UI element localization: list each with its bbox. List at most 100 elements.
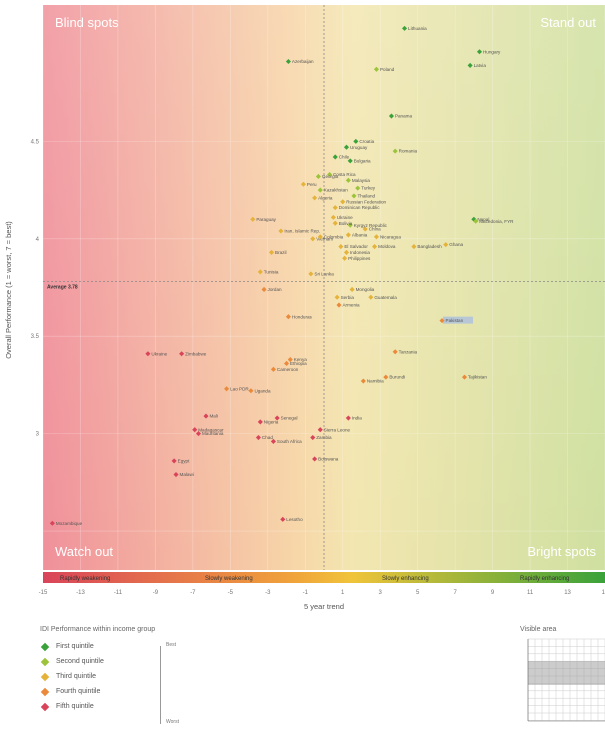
data-point[interactable]: Bolivia (332, 220, 353, 226)
legend-item-second-quintile[interactable]: Second quintile (40, 654, 300, 669)
point-marker (383, 374, 389, 380)
data-point[interactable]: China (362, 226, 381, 232)
data-point[interactable]: India (345, 415, 362, 421)
point-label: Mali (209, 414, 217, 419)
x-tick-label: -7 (190, 590, 196, 596)
idi-scatter-chart[interactable]: Average 3.78 Blind spots Stand out Watch… (0, 0, 605, 625)
minimap-grid[interactable] (520, 633, 605, 728)
data-point[interactable]: Lao PDR (224, 386, 249, 391)
data-point[interactable]: Algeria (312, 195, 333, 200)
point-label: Armenia (342, 303, 360, 308)
x-tick-label: -5 (228, 590, 234, 596)
data-point[interactable]: Namibia (360, 378, 384, 384)
data-point[interactable]: Zimbabwe (179, 351, 207, 356)
data-point[interactable]: Zambia (310, 434, 332, 440)
data-point[interactable]: Kazakhstan (317, 187, 348, 193)
data-point[interactable]: Nigeria (257, 419, 279, 425)
legend-item-first-quintile[interactable]: First quintile (40, 639, 300, 654)
data-point[interactable]: Colombia (317, 234, 344, 239)
data-point[interactable]: Mauritania (195, 431, 224, 436)
data-point[interactable]: South Africa (270, 438, 302, 444)
data-point[interactable]: Paraguay (250, 216, 277, 222)
data-point[interactable]: Uganda (248, 388, 271, 393)
data-point[interactable]: Ukraine (330, 214, 353, 220)
data-point[interactable]: Poland (373, 66, 395, 72)
data-point[interactable]: Dominican Republic (332, 205, 381, 210)
point-marker (171, 458, 177, 464)
point-marker (473, 218, 479, 224)
data-point[interactable]: Iran, Islamic Rep. (278, 228, 320, 234)
data-point[interactable]: Sierra Leone (317, 427, 351, 432)
data-point[interactable]: Pakistan (439, 316, 474, 324)
data-point[interactable]: Russian Federation (340, 199, 387, 204)
data-point[interactable]: Tunisia (257, 269, 279, 275)
data-point[interactable]: Mongolia (349, 286, 375, 292)
data-point[interactable]: Lesotho (280, 516, 303, 522)
data-point[interactable]: Chad (255, 434, 273, 440)
data-point[interactable]: Jordan (261, 286, 283, 292)
data-point[interactable]: Senegal (274, 415, 298, 421)
data-point[interactable]: Cameroon (270, 366, 299, 372)
data-point[interactable]: Moldova (372, 244, 396, 249)
point-label: Nigeria (264, 420, 279, 425)
point-label: Malawi (180, 472, 194, 477)
data-point[interactable]: Lithuania (402, 25, 427, 31)
data-point[interactable]: Tajikistan (461, 374, 487, 380)
data-point[interactable]: Croatia (353, 138, 375, 144)
data-point[interactable]: Ukraine (145, 351, 168, 356)
point-label: Bangladesh (417, 244, 442, 249)
point-label: Brazil (275, 250, 287, 255)
data-point[interactable]: Thailand (351, 193, 376, 199)
data-point[interactable]: Kenya (287, 357, 308, 362)
legend-item-fifth-quintile[interactable]: Fifth quintile (40, 699, 300, 714)
data-point[interactable]: Guatemala (368, 294, 397, 300)
data-point[interactable]: Brazil (269, 249, 287, 255)
data-point[interactable]: Malawi (173, 471, 194, 477)
minimap-visible-area[interactable] (528, 661, 605, 685)
data-point[interactable]: Honduras (285, 314, 313, 319)
data-point[interactable]: Malaysia (345, 177, 371, 183)
data-point[interactable]: Chile (332, 154, 350, 160)
data-point[interactable]: Latvia (467, 62, 487, 68)
legend-marker (40, 687, 50, 696)
data-point[interactable]: Madagascar (192, 427, 224, 432)
data-point[interactable]: Mali (203, 413, 218, 419)
data-point[interactable]: Armenia (336, 302, 360, 308)
point-marker (336, 302, 342, 308)
x-tick-label: -1 (303, 590, 309, 596)
data-point[interactable]: El Salvador (338, 244, 368, 249)
minimap[interactable]: Visible area (520, 626, 605, 734)
data-point[interactable]: Tanzania (392, 349, 418, 354)
point-label: Indonesia (350, 250, 370, 255)
point-marker (283, 360, 290, 367)
point-marker (224, 386, 230, 392)
data-point[interactable]: Kyrgyz Republic (347, 222, 388, 228)
data-point[interactable]: Philippines (342, 255, 371, 261)
data-point[interactable]: Turkey (355, 185, 376, 191)
point-marker (308, 271, 314, 277)
data-point[interactable]: Azerbaijan (285, 58, 314, 64)
point-label: Mongolia (356, 287, 375, 292)
data-point[interactable]: Burundi (383, 374, 405, 380)
data-point[interactable]: Serbia (334, 294, 355, 300)
data-point[interactable]: Peru (300, 181, 317, 187)
legend-item-fourth-quintile[interactable]: Fourth quintile (40, 684, 300, 699)
data-point[interactable]: Ethiopia (283, 360, 307, 367)
data-point[interactable]: Macedonia, FYR (473, 218, 514, 224)
point-label: Ethiopia (290, 361, 307, 366)
point-label: Russian Federation (346, 199, 386, 204)
data-point[interactable]: Egypt (171, 458, 191, 464)
point-label: Dominican Republic (339, 205, 381, 210)
point-label: Azerbaijan (292, 59, 314, 64)
point-label: Ukraine (151, 351, 167, 356)
data-point[interactable]: Sri Lanka (308, 271, 334, 276)
data-point[interactable]: Ghana (443, 242, 464, 247)
point-label: China (369, 227, 381, 232)
point-marker (192, 427, 198, 433)
legend-item-third-quintile[interactable]: Third quintile (40, 669, 300, 684)
legend-scale-line (160, 646, 161, 724)
data-point[interactable]: Bulgaria (347, 158, 371, 163)
point-marker (402, 25, 408, 31)
data-point[interactable]: Botswana (312, 456, 339, 462)
data-point[interactable]: Costa Rica (327, 171, 356, 177)
